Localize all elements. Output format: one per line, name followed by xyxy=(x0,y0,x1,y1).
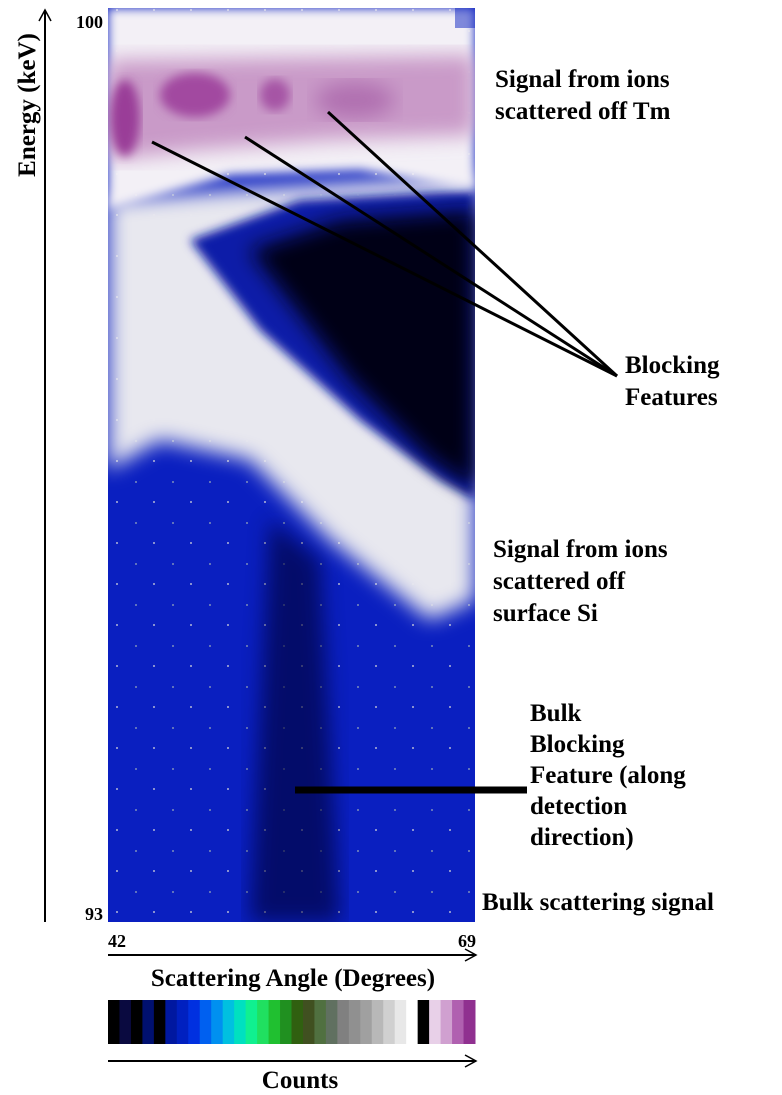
y-axis-label: Energy (keV) xyxy=(14,33,41,177)
colorbar-swatch xyxy=(302,1000,315,1044)
colorbar-swatch xyxy=(130,1000,143,1044)
x-tick-label: 69 xyxy=(458,931,476,951)
colorbar-swatch xyxy=(119,1000,132,1044)
annotation-text: scattered off xyxy=(493,568,626,595)
colorbar-swatch xyxy=(406,1000,419,1044)
x-axis-label: Scattering Angle (Degrees) xyxy=(151,965,435,992)
annotation-text: Bulk scattering signal xyxy=(482,889,714,916)
colorbar xyxy=(108,1000,476,1044)
annotation-text: surface Si xyxy=(493,600,598,627)
colorbar-swatch xyxy=(348,1000,361,1044)
colorbar-swatch xyxy=(257,1000,270,1044)
annotation-text: Signal from ions xyxy=(495,66,670,93)
colorbar-swatch xyxy=(211,1000,224,1044)
colorbar-swatch xyxy=(142,1000,155,1044)
colorbar-swatch xyxy=(199,1000,212,1044)
colorbar-swatch xyxy=(337,1000,350,1044)
colorbar-swatch xyxy=(371,1000,384,1044)
pointer-lines xyxy=(151,110,619,378)
annotation-text: Signal from ions xyxy=(493,536,668,563)
x-tick-label: 42 xyxy=(108,931,126,951)
colorbar-swatch xyxy=(383,1000,396,1044)
annotation-text: Features xyxy=(625,384,718,411)
colorbar-swatch xyxy=(245,1000,258,1044)
colorbar-swatch xyxy=(429,1000,442,1044)
colorbar-swatch xyxy=(325,1000,338,1044)
colorbar-swatch xyxy=(452,1000,465,1044)
colorbar-swatch xyxy=(222,1000,235,1044)
y-tick-label: 93 xyxy=(85,904,103,924)
colorbar-swatch xyxy=(314,1000,327,1044)
colorbar-swatch xyxy=(108,1000,120,1044)
colorbar-swatch xyxy=(165,1000,178,1044)
colorbar-swatch xyxy=(463,1000,476,1044)
colorbar-swatch xyxy=(153,1000,166,1044)
annotation-text: direction) xyxy=(530,824,634,851)
colorbar-swatch xyxy=(188,1000,201,1044)
colorbar-swatch xyxy=(234,1000,247,1044)
annotation-text: Blocking xyxy=(530,731,625,758)
y-tick-label: 100 xyxy=(76,12,103,32)
annotation-text: Feature (along xyxy=(530,762,686,789)
annotation-text: Blocking xyxy=(625,352,720,379)
annotation-text: scattered off Tm xyxy=(495,98,671,125)
colorbar-swatch xyxy=(360,1000,373,1044)
colorbar-swatch xyxy=(268,1000,281,1044)
annotation-text: Bulk xyxy=(530,700,582,727)
colorbar-swatch xyxy=(440,1000,453,1044)
colorbar-swatch xyxy=(417,1000,430,1044)
annotation-text: detection xyxy=(530,793,627,820)
colorbar-swatch xyxy=(394,1000,407,1044)
intensity-map xyxy=(108,8,475,922)
colorbar-swatch xyxy=(280,1000,292,1044)
colorbar-label: Counts xyxy=(262,1067,339,1094)
colorbar-swatch xyxy=(176,1000,189,1044)
colorbar-swatch xyxy=(291,1000,304,1044)
